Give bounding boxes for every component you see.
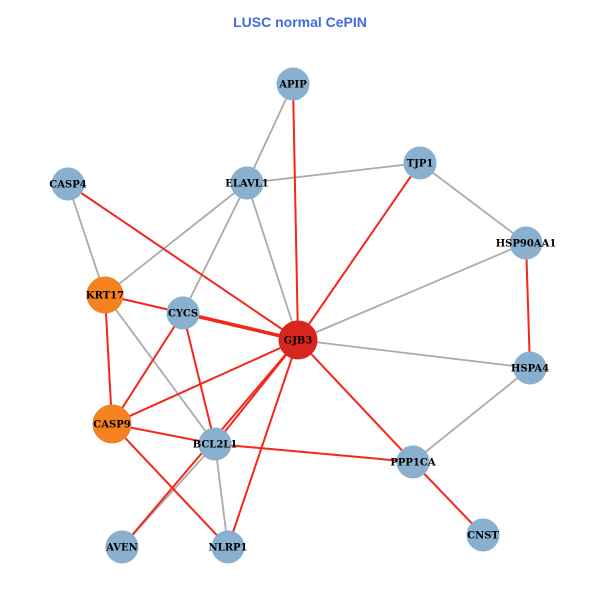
node-CASP4[interactable] bbox=[51, 167, 85, 201]
node-CYCS[interactable] bbox=[166, 296, 200, 330]
edge-GJB3-NLRP1 bbox=[227, 339, 299, 548]
edge-HSP90AA1-HSPA4 bbox=[525, 242, 531, 369]
edge-CASP4-GJB3 bbox=[67, 183, 299, 341]
edge-TJP1-GJB3 bbox=[297, 162, 421, 341]
edge-ELAVL1-CYCS bbox=[182, 182, 248, 314]
node-HSPA4[interactable] bbox=[513, 351, 547, 385]
node-label-CNST: CNST bbox=[467, 531, 499, 542]
edge-ELAVL1-TJP1 bbox=[246, 162, 421, 184]
node-label-NLRP1: NLRP1 bbox=[209, 543, 248, 554]
node-label-CYCS: CYCS bbox=[168, 309, 198, 320]
edge-PPP1CA-CNST bbox=[412, 461, 484, 536]
node-AVEN[interactable] bbox=[105, 530, 139, 564]
node-label-BCL2L1: BCL2L1 bbox=[193, 440, 238, 451]
node-label-CASP4: CASP4 bbox=[49, 180, 86, 191]
node-label-CASP9: CASP9 bbox=[93, 420, 130, 431]
node-label-GJB3: GJB3 bbox=[284, 336, 313, 347]
node-GJB3[interactable] bbox=[278, 320, 318, 360]
edge-HSP90AA1-GJB3 bbox=[297, 242, 527, 341]
edge-ELAVL1-KRT17 bbox=[104, 182, 248, 296]
node-TJP1[interactable] bbox=[403, 146, 437, 180]
plot-title: LUSC normal CePIN bbox=[233, 14, 367, 30]
node-label-TJP1: TJP1 bbox=[407, 159, 434, 170]
node-label-ELAVL1: ELAVL1 bbox=[225, 179, 268, 190]
edge-CASP9-GJB3 bbox=[111, 339, 299, 425]
node-CASP9[interactable] bbox=[92, 404, 132, 444]
node-APIP[interactable] bbox=[276, 67, 310, 101]
edge-BCL2L1-PPP1CA bbox=[214, 443, 414, 463]
node-HSP90AA1[interactable] bbox=[509, 226, 543, 260]
node-ELAVL1[interactable] bbox=[230, 166, 264, 200]
node-label-PPP1CA: PPP1CA bbox=[390, 458, 435, 469]
edge-CYCS-CASP9 bbox=[111, 312, 184, 425]
node-label-AVEN: AVEN bbox=[105, 543, 138, 554]
edge-CYCS-BCL2L1 bbox=[182, 312, 216, 445]
edge-TJP1-HSP90AA1 bbox=[419, 162, 527, 244]
node-KRT17[interactable] bbox=[86, 276, 124, 314]
edge-KRT17-CASP9 bbox=[104, 294, 113, 425]
edge-HSPA4-GJB3 bbox=[297, 339, 531, 369]
node-label-HSP90AA1: HSP90AA1 bbox=[496, 239, 557, 250]
edge-CYCS-GJB3 bbox=[182, 311, 299, 342]
edge-APIP-GJB3 bbox=[292, 83, 299, 341]
edge-CASP4-KRT17 bbox=[67, 183, 106, 296]
edge-CASP9-NLRP1 bbox=[111, 423, 229, 548]
node-CNST[interactable] bbox=[466, 518, 500, 552]
edge-HSPA4-PPP1CA bbox=[412, 367, 531, 463]
edge-APIP-ELAVL1 bbox=[246, 83, 294, 184]
node-PPP1CA[interactable] bbox=[396, 445, 430, 479]
node-NLRP1[interactable] bbox=[211, 530, 245, 564]
node-label-APIP: APIP bbox=[278, 80, 307, 91]
node-BCL2L1[interactable] bbox=[198, 427, 232, 461]
edge-KRT17-BCL2L1 bbox=[104, 294, 216, 445]
node-label-KRT17: KRT17 bbox=[86, 291, 124, 302]
edge-GJB3-PPP1CA bbox=[297, 339, 414, 463]
edge-ELAVL1-GJB3 bbox=[246, 182, 299, 341]
edge-BCL2L1-NLRP1 bbox=[214, 443, 229, 548]
node-label-HSPA4: HSPA4 bbox=[511, 364, 549, 375]
